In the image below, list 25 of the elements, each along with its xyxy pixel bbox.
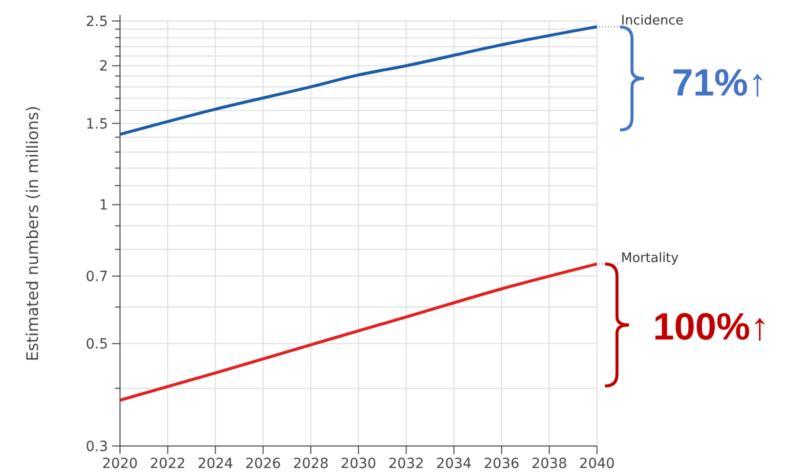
- line-series: [118, 25, 598, 136]
- y-tick-label: 1.5: [86, 116, 108, 132]
- x-tick-label: 2024: [198, 456, 234, 472]
- x-tick-label: 2036: [484, 456, 520, 472]
- x-tick-label: 2028: [292, 456, 329, 472]
- y-tick-label: 0.5: [86, 336, 108, 353]
- x-tick-label: 2026: [245, 456, 281, 472]
- y-tick-label: 0.3: [86, 438, 108, 455]
- y-tick-label: 1: [99, 198, 108, 214]
- y-axis-title: Estimated numbers (in millions): [23, 106, 42, 362]
- x-tick-label: 2030: [340, 456, 376, 472]
- y-tick-label: 2: [99, 58, 108, 75]
- y-tick-label: 0.7: [86, 269, 108, 286]
- x-tick-label: 2038: [531, 456, 568, 472]
- text: 100%↑: [653, 306, 770, 348]
- x-tick-label: 2020: [102, 456, 138, 472]
- x-tick-label: 2032: [388, 456, 424, 472]
- x-tick-label: 2034: [436, 456, 472, 472]
- x-tick-label: 2040: [579, 456, 615, 472]
- x-tick-label: 2022: [150, 456, 186, 472]
- series-label: Mortality: [621, 250, 679, 266]
- text: 71%↑: [672, 62, 768, 104]
- y-tick-label: 2.5: [86, 14, 108, 30]
- series-label: Incidence: [621, 14, 684, 29]
- line-series: [118, 262, 598, 402]
